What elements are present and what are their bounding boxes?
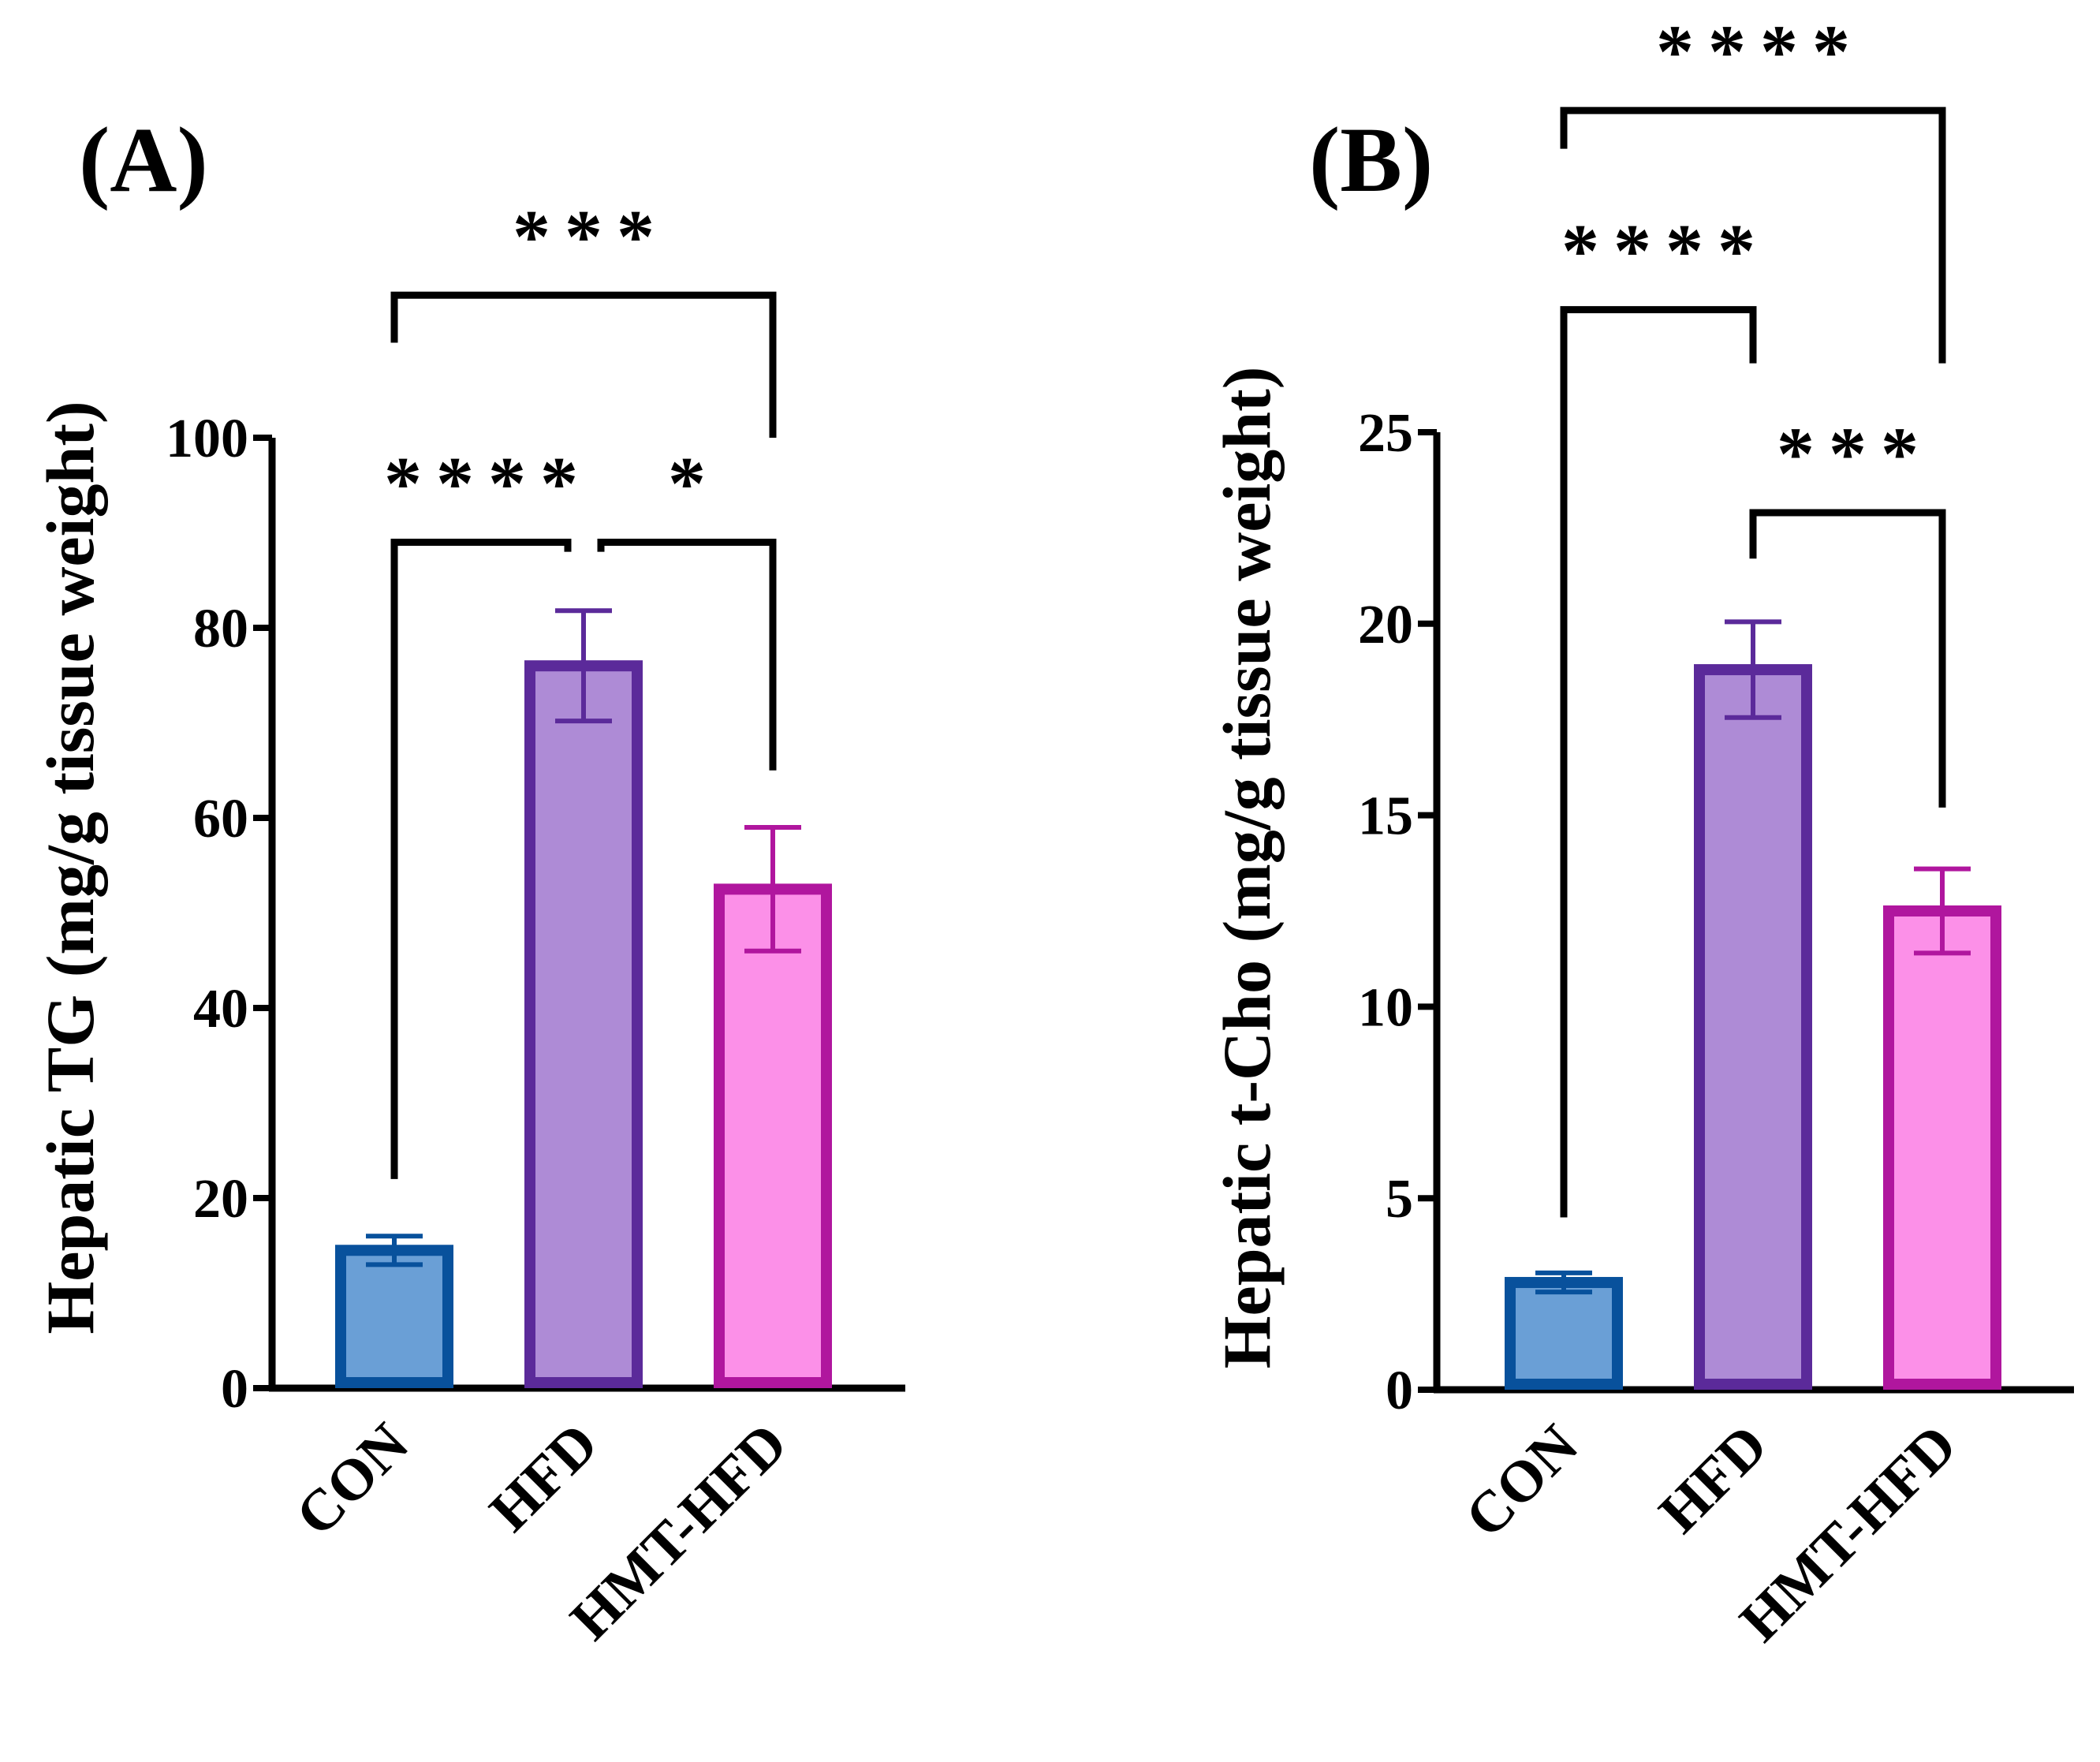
significance-label-a: *** (513, 194, 669, 278)
y-axis-title-b: Hepatic t-Cho (mg/g tissue weight) (1209, 367, 1285, 1369)
y-tick-label-a: 100 (166, 409, 248, 469)
y-tick-label-b: 5 (1386, 1169, 1413, 1230)
y-tick-label-b: 10 (1358, 977, 1413, 1038)
y-tick-label-b: 0 (1386, 1361, 1413, 1421)
bar-hmt-hfd-a (714, 883, 832, 1388)
significance-label-a: * (668, 442, 720, 526)
significance-label-b: **** (1561, 209, 1770, 293)
x-tick-label-b: HFD (1647, 1413, 1780, 1545)
bar-con-b (1505, 1277, 1623, 1390)
significance-label-b: **** (1656, 9, 1864, 94)
significance-bracket-a (390, 539, 572, 1179)
panel-label-a: (A) (79, 108, 208, 211)
bar-hfd-b (1694, 664, 1812, 1390)
significance-bracket-b (1560, 106, 1946, 364)
y-tick-label-a: 20 (193, 1169, 248, 1230)
y-tick-label-a: 80 (193, 599, 248, 659)
significance-bracket-b (1560, 306, 1757, 1218)
y-tick-label-b: 15 (1358, 786, 1413, 847)
significance-bracket-b (1749, 509, 1946, 808)
panel-b-chart: (B) Hepatic t-Cho (mg/g tissue weight) 0… (1209, 9, 2074, 1654)
bar-hmt-hfd-b (1883, 905, 2001, 1390)
panel-a-chart: (A) Hepatic TG (mg/g tissue weight) 0 20 4… (32, 108, 905, 1652)
bar-con-a (335, 1245, 453, 1389)
y-tick-label-b: 25 (1358, 403, 1413, 464)
y-tick-label-a: 40 (193, 979, 248, 1040)
y-tick-label-b: 20 (1358, 595, 1413, 655)
significance-bracket-a (390, 291, 777, 438)
significance-label-b: *** (1777, 412, 1933, 496)
panel-label-b: (B) (1309, 108, 1433, 211)
x-tick-label-a: CON (284, 1411, 421, 1548)
x-tick-label-b: CON (1453, 1413, 1591, 1550)
bar-hfd-a (524, 660, 643, 1388)
y-tick-label-a: 0 (221, 1359, 248, 1420)
significance-bracket-a (597, 539, 777, 771)
y-axis-title-a: Hepatic TG (mg/g tissue weight) (32, 401, 108, 1334)
y-tick-label-a: 60 (193, 789, 248, 849)
significance-label-a: **** (384, 442, 592, 526)
x-tick-label-a: HFD (478, 1411, 610, 1544)
